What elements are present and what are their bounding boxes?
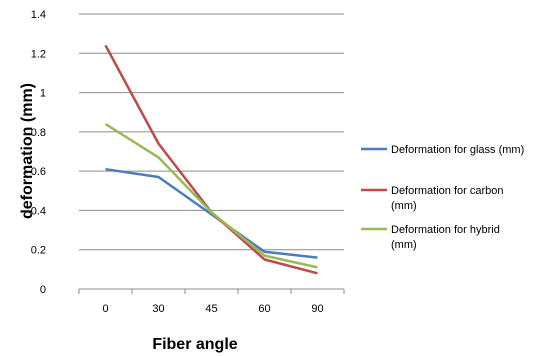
x-axis [78, 288, 345, 294]
y-tick-label: 0.8 [31, 127, 46, 139]
x-tick-label: 90 [311, 303, 323, 315]
x-axis-ticks: 0 30 45 60 90 [102, 303, 323, 315]
y-axis-title: deformation (mm) [19, 83, 36, 219]
y-tick-label: 0.2 [31, 245, 46, 257]
y-tick-label: 0 [40, 284, 46, 296]
series-lines [104, 44, 318, 275]
x-tick-label: 30 [152, 303, 164, 315]
x-tick-label: 45 [205, 303, 217, 315]
y-axis-ticks: 0 0.2 0.4 0.6 0.8 1 1.2 1.4 [31, 9, 46, 296]
x-axis-title: Fiber angle [152, 336, 237, 353]
x-tick-label: 60 [258, 303, 270, 315]
legend-label: Deformation for hybrid (mm) [391, 224, 500, 251]
series-line-0 [105, 167, 318, 259]
y-tick-label: 1.4 [31, 9, 46, 21]
legend-label: Deformation for carbon (mm) [391, 185, 504, 212]
y-tick-label: 1.2 [31, 48, 46, 60]
x-tick-label: 0 [102, 303, 108, 315]
series-line-1 [104, 44, 318, 275]
y-tick-label: 0.4 [31, 205, 46, 217]
legend-label: Deformation for glass (mm) [391, 144, 524, 156]
y-tick-label: 0.6 [31, 166, 46, 178]
series-line-2 [104, 122, 318, 269]
y-tick-label: 1 [40, 88, 46, 100]
legend: Deformation for glass (mm) Deformation fo… [361, 144, 524, 251]
